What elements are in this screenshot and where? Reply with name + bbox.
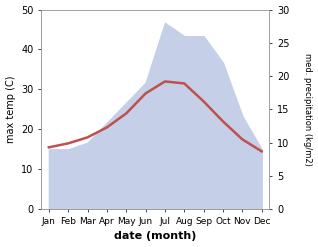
Y-axis label: med. precipitation (kg/m2): med. precipitation (kg/m2)	[303, 53, 313, 166]
Y-axis label: max temp (C): max temp (C)	[5, 76, 16, 143]
X-axis label: date (month): date (month)	[114, 231, 197, 242]
